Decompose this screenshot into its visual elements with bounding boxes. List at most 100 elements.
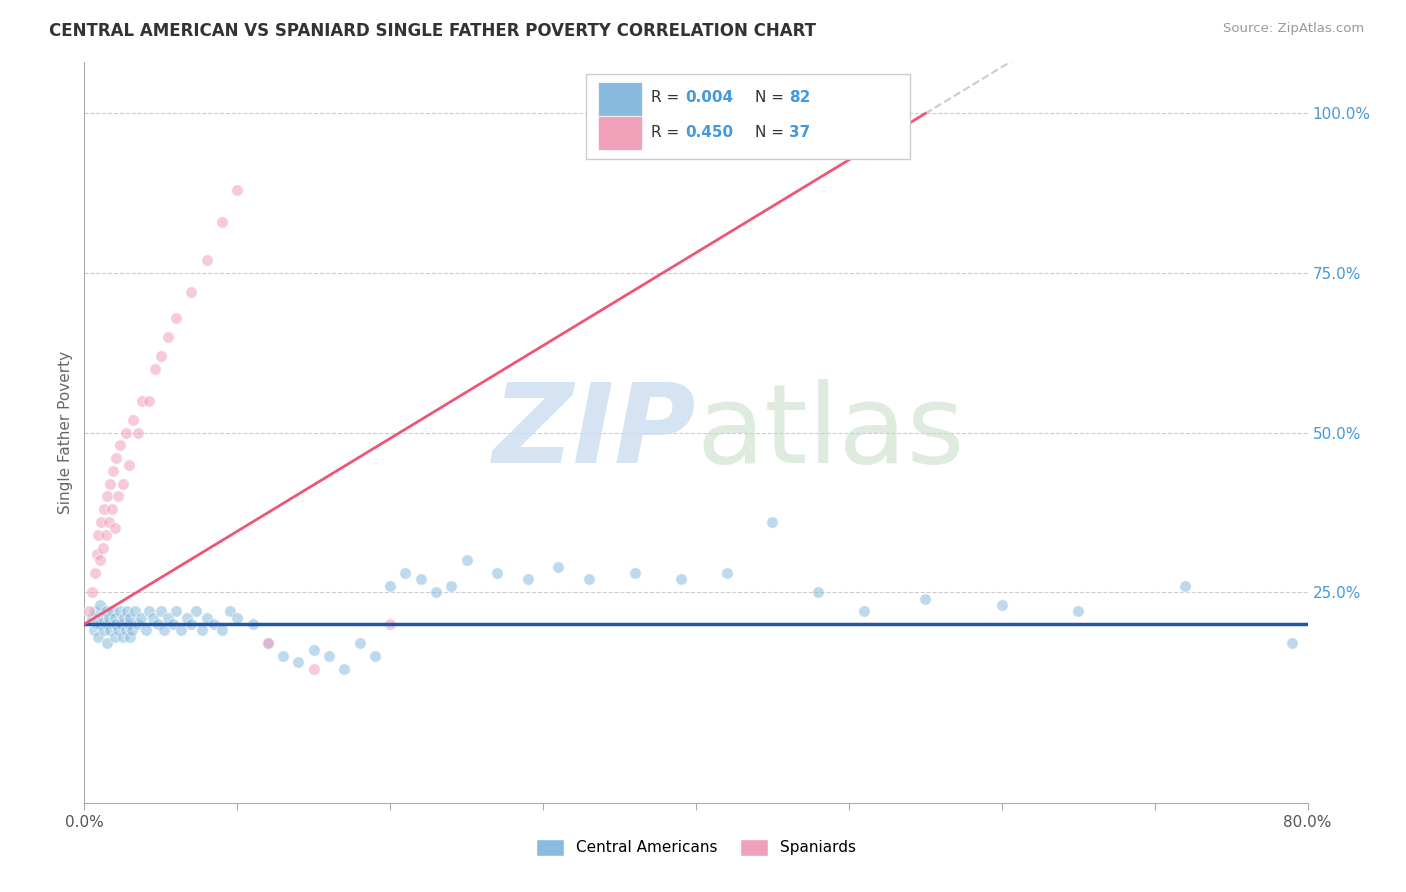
Point xyxy=(853,604,876,618)
Point xyxy=(1174,579,1197,593)
Point xyxy=(157,330,180,344)
Point xyxy=(108,604,131,618)
Point xyxy=(124,604,146,618)
Point xyxy=(122,413,145,427)
Text: N =: N = xyxy=(755,125,789,140)
Point xyxy=(153,624,176,638)
Point xyxy=(80,585,103,599)
Point xyxy=(991,598,1014,612)
Point xyxy=(89,598,111,612)
Text: 82: 82 xyxy=(789,90,810,105)
Point xyxy=(157,611,180,625)
Point xyxy=(218,604,240,618)
Point xyxy=(93,502,115,516)
Point xyxy=(456,553,478,567)
Text: 37: 37 xyxy=(789,125,810,140)
Point xyxy=(578,573,600,587)
Point xyxy=(87,527,110,541)
Point xyxy=(114,624,136,638)
Point xyxy=(138,604,160,618)
Point xyxy=(211,624,233,638)
Point xyxy=(1281,636,1303,650)
Text: atlas: atlas xyxy=(696,379,965,486)
Point xyxy=(149,349,172,363)
Point xyxy=(89,553,111,567)
Point xyxy=(89,617,111,632)
Point xyxy=(226,183,249,197)
Point xyxy=(127,617,149,632)
Point xyxy=(170,624,193,638)
Point xyxy=(138,393,160,408)
Point xyxy=(380,579,402,593)
Point xyxy=(226,611,249,625)
Point xyxy=(486,566,509,580)
Point xyxy=(97,611,120,625)
Point xyxy=(87,630,110,644)
Point xyxy=(333,662,356,676)
Point xyxy=(96,490,118,504)
Point xyxy=(110,617,132,632)
Point xyxy=(97,515,120,529)
FancyBboxPatch shape xyxy=(598,116,643,150)
Point xyxy=(101,604,124,618)
Point xyxy=(440,579,463,593)
Point xyxy=(114,425,136,440)
Point xyxy=(96,636,118,650)
Point xyxy=(107,490,129,504)
Point xyxy=(104,611,127,625)
Point xyxy=(118,458,141,472)
Point xyxy=(302,662,325,676)
Point xyxy=(364,648,387,663)
Point xyxy=(108,438,131,452)
Point xyxy=(624,566,647,580)
Text: R =: R = xyxy=(651,90,683,105)
Point xyxy=(91,541,114,555)
Point xyxy=(165,604,187,618)
Point xyxy=(131,393,153,408)
Point xyxy=(271,648,294,663)
Point xyxy=(90,515,112,529)
Point xyxy=(121,624,143,638)
Point xyxy=(143,361,166,376)
Point xyxy=(98,476,121,491)
Point xyxy=(120,630,142,644)
Point xyxy=(84,566,107,580)
Text: ZIP: ZIP xyxy=(492,379,696,486)
Text: Source: ZipAtlas.com: Source: ZipAtlas.com xyxy=(1223,22,1364,36)
Point xyxy=(142,611,165,625)
FancyBboxPatch shape xyxy=(598,82,643,117)
Text: R =: R = xyxy=(651,125,683,140)
Point xyxy=(135,624,157,638)
Point xyxy=(149,604,172,618)
Point xyxy=(176,611,198,625)
Text: CENTRAL AMERICAN VS SPANIARD SINGLE FATHER POVERTY CORRELATION CHART: CENTRAL AMERICAN VS SPANIARD SINGLE FATH… xyxy=(49,22,817,40)
Point xyxy=(105,617,128,632)
Text: 0.450: 0.450 xyxy=(685,125,733,140)
Point xyxy=(202,617,225,632)
Point xyxy=(195,253,218,268)
Point xyxy=(107,624,129,638)
Point xyxy=(807,585,830,599)
Point xyxy=(425,585,447,599)
Point xyxy=(257,636,280,650)
Point xyxy=(120,611,142,625)
Point xyxy=(83,624,105,638)
Point xyxy=(318,648,340,663)
Point xyxy=(184,604,207,618)
Point xyxy=(98,624,121,638)
Point xyxy=(103,464,125,478)
FancyBboxPatch shape xyxy=(586,73,910,159)
Point xyxy=(84,604,107,618)
Point xyxy=(129,611,152,625)
Point xyxy=(103,617,125,632)
Point xyxy=(162,617,184,632)
Point xyxy=(111,630,134,644)
Point xyxy=(242,617,264,632)
Legend: Central Americans, Spaniards: Central Americans, Spaniards xyxy=(530,833,862,862)
Point xyxy=(165,310,187,325)
Point xyxy=(516,573,538,587)
Point xyxy=(195,611,218,625)
Text: N =: N = xyxy=(755,90,789,105)
Point xyxy=(180,285,202,300)
Point xyxy=(1067,604,1090,618)
